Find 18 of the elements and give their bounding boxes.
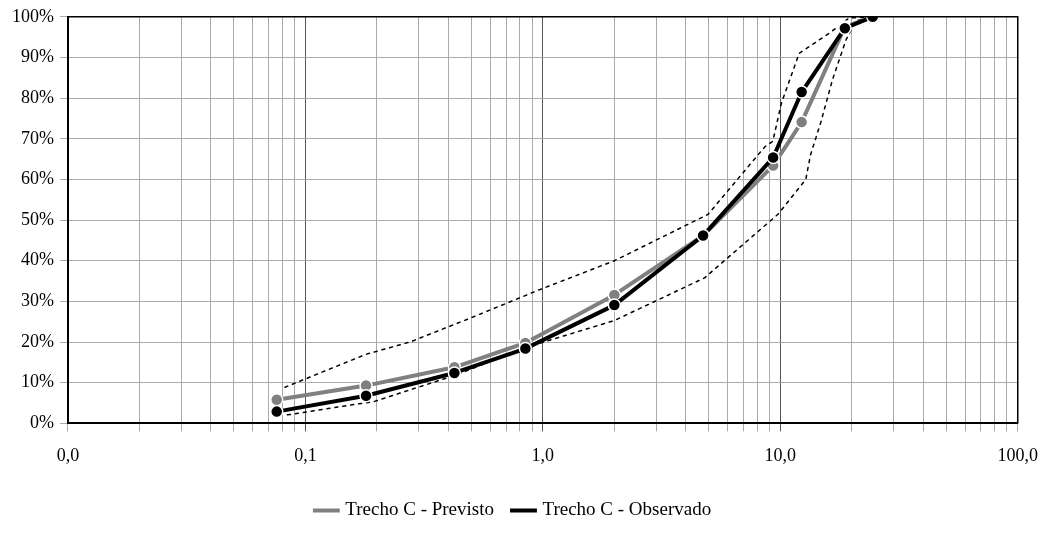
y-tick-label: 60%: [20, 168, 54, 189]
y-tick-label: 40%: [20, 249, 54, 270]
y-tick-label: 90%: [20, 46, 54, 67]
x-tick-label: 0,1: [294, 444, 317, 465]
y-tick-label: 50%: [20, 208, 54, 229]
legend-label: Trecho C - Observado: [542, 498, 712, 520]
x-tick-label: 1,0: [531, 444, 555, 465]
x-tick-label: 100,0: [997, 444, 1038, 465]
legend-label: Trecho C - Previsto: [345, 498, 494, 520]
y-tick-label: 30%: [20, 290, 54, 311]
y-tick-label: 70%: [20, 127, 54, 148]
x-tick-label: 10,0: [764, 444, 797, 465]
y-tick-label: 20%: [20, 330, 54, 351]
x-tick-label: 0,0: [56, 444, 80, 465]
y-tick-label: 0%: [29, 412, 54, 433]
y-tick-label: 10%: [20, 371, 54, 392]
y-tick-label: 80%: [20, 86, 54, 107]
y-tick-label: 100%: [11, 5, 54, 26]
